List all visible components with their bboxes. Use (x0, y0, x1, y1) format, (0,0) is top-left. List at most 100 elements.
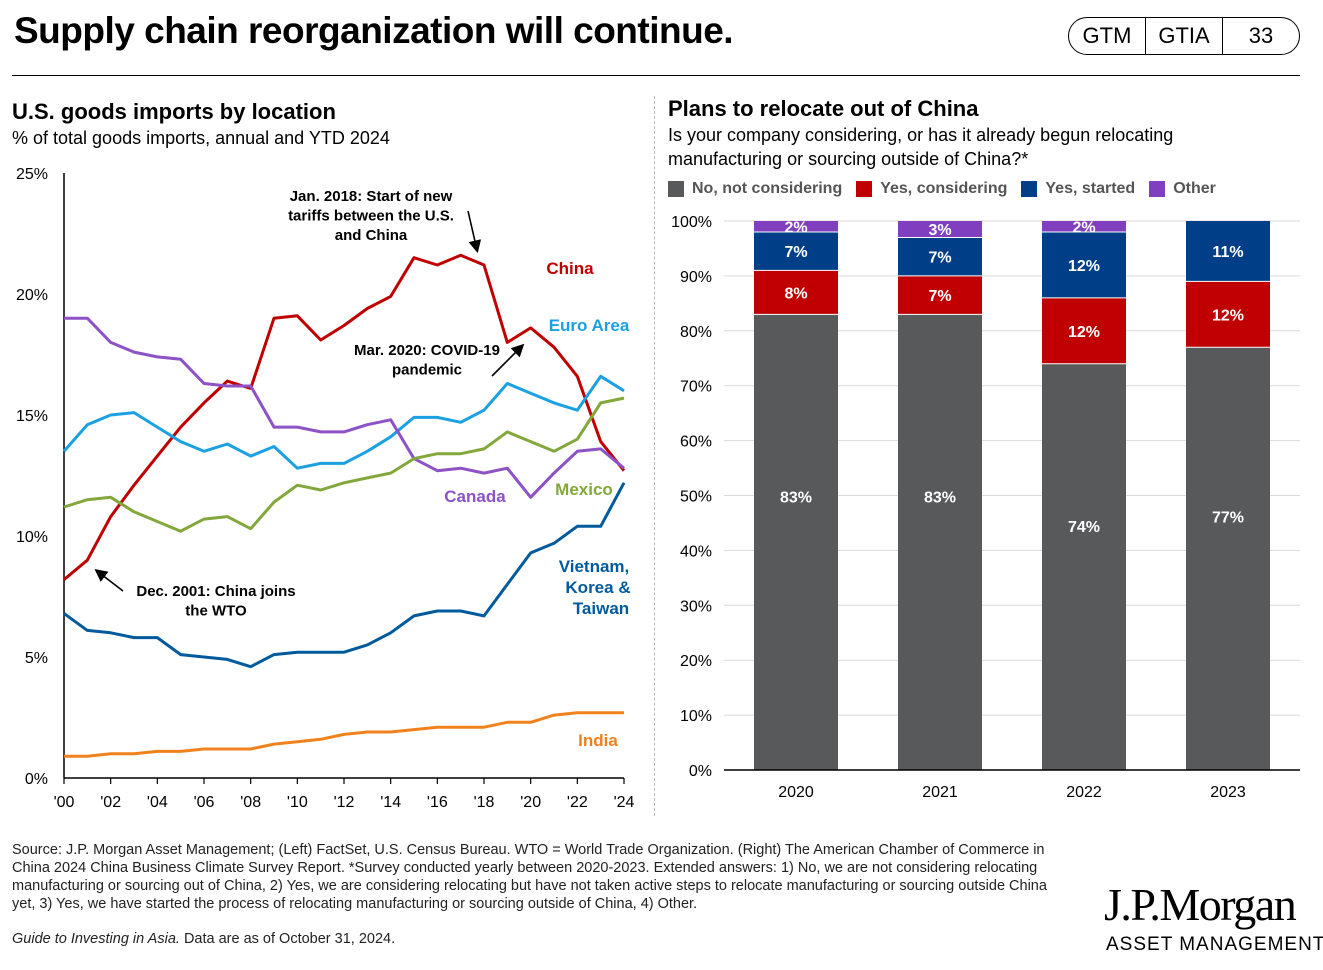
badge-gtm: GTM (1082, 23, 1132, 48)
bar-data-label: 12% (1068, 258, 1100, 275)
y-tick-label: 15% (16, 408, 48, 425)
legend-label-started: Yes, started (1045, 180, 1136, 197)
x-tick-label: 2023 (1210, 784, 1246, 801)
legend-label-considering: Yes, considering (880, 180, 1008, 197)
y-tick-label: 80% (680, 324, 712, 341)
y-tick-label: 100% (671, 214, 712, 231)
bar-data-label: 7% (928, 288, 951, 305)
y-tick-label: 0% (689, 763, 712, 780)
label-vkt-line2: Korea & (565, 578, 630, 597)
bar-chart-legend: No, not considering Yes, considering Yes… (668, 180, 1216, 198)
x-tick-label: 2020 (778, 784, 814, 801)
legend-item-other: Other (1149, 180, 1216, 198)
annotation-arrow-tariffs (467, 210, 482, 254)
bar-data-label: 12% (1212, 307, 1244, 324)
annotation-tariffs-line: tariffs between the U.S. (288, 208, 454, 225)
y-tick-label: 5% (25, 650, 48, 667)
jpmorgan-logo: J.P.Morgan (1104, 879, 1297, 930)
y-tick-label: 10% (16, 529, 48, 546)
bar-segment-2020-yes-considering (754, 270, 838, 315)
left-chart-title: U.S. goods imports by location (12, 99, 336, 124)
series-line-china (63, 253, 626, 581)
bar-data-label: 7% (784, 244, 807, 261)
right-chart-title: Plans to relocate out of China (668, 96, 979, 121)
y-tick-label: 10% (680, 708, 712, 725)
brand-subtitle: ASSET MANAGEMENT (1106, 934, 1323, 955)
y-tick-label: 50% (680, 489, 712, 506)
as-of-footnote: Guide to Investing in Asia. Data are as … (12, 931, 395, 947)
y-tick-label: 60% (680, 434, 712, 451)
y-tick-label: 25% (16, 166, 48, 183)
label-canada: Canada (444, 487, 506, 506)
annotation-covid-line: Mar. 2020: COVID-19 (354, 342, 500, 359)
annotation-covid-line: pandemic (392, 362, 462, 379)
legend-label-not-considering: No, not considering (692, 180, 843, 197)
legend-label-other: Other (1173, 180, 1216, 197)
badge-page-number: 33 (1222, 18, 1299, 54)
bar-segment-2022-yes-started (1042, 231, 1126, 298)
label-vkt-line1: Vietnam, (559, 557, 630, 576)
legend-swatch-considering (856, 181, 873, 197)
y-tick-label: 20% (680, 653, 712, 670)
bar-segment-2021-yes-started (898, 237, 982, 276)
annotation-wto-line: the WTO (185, 603, 247, 620)
bar-data-label: 11% (1212, 244, 1243, 261)
header-rule (12, 75, 1300, 76)
series-line-india (64, 711, 624, 758)
y-tick-label: 70% (680, 379, 712, 396)
bar-segment-2022-yes-considering (1042, 297, 1126, 364)
label-euro-area: Euro Area (549, 316, 630, 335)
bar-data-label: 3% (928, 222, 951, 239)
bar-segment-2020-yes-started (754, 231, 838, 271)
bar-segment-2021-no-not-considering (898, 314, 982, 770)
x-tick-label: '02 (100, 794, 121, 811)
label-india: India (578, 731, 618, 750)
badge-gtia: GTIA (1145, 18, 1222, 54)
bar-segment-2022-other (1042, 221, 1126, 232)
y-tick-label: 20% (16, 287, 48, 304)
label-china: China (546, 259, 594, 278)
left-chart-subtitle: % of total goods imports, annual and YTD… (12, 128, 390, 148)
series-line-euro-area (62, 374, 625, 470)
legend-swatch-other (1149, 181, 1166, 197)
bar-data-label: 12% (1068, 324, 1100, 341)
source-footnote: Source: J.P. Morgan Asset Management; (L… (12, 842, 1047, 912)
bar-data-label: 74% (1068, 519, 1100, 536)
x-tick-label: '14 (380, 794, 401, 811)
x-tick-label: '22 (567, 794, 588, 811)
annotation-tariffs-line: Jan. 2018: Start of new (290, 188, 453, 205)
x-tick-label: '24 (614, 794, 635, 811)
as-of-date: Data are as of October 31, 2024. (179, 931, 396, 947)
bar-segment-2020-no-not-considering (754, 314, 838, 770)
legend-item-considering: Yes, considering (856, 180, 1007, 198)
y-tick-label: 90% (680, 269, 712, 286)
x-tick-label: '04 (147, 794, 168, 811)
x-tick-label: 2022 (1066, 784, 1102, 801)
bar-segment-2023-no-not-considering (1186, 347, 1270, 770)
x-tick-label: '00 (54, 794, 75, 811)
legend-swatch-not-considering (668, 181, 684, 197)
x-tick-label: '18 (474, 794, 495, 811)
bar-data-label: 2% (1072, 219, 1095, 236)
bar-segment-2022-no-not-considering (1042, 363, 1126, 770)
bar-segment-2021-other (898, 221, 982, 238)
right-chart-subtitle-line1: Is your company considering, or has it a… (668, 125, 1174, 145)
x-tick-label: '12 (334, 794, 355, 811)
bar-segment-2023-yes-started (1186, 221, 1270, 282)
imports-line-chart: 0% 5% 10% 15% 20% 25% '00 '02 '04 '06 '08 '10 '12 '14… (16, 166, 635, 811)
bar-segment-2023-yes-considering (1186, 281, 1270, 348)
bar-segment-2021-yes-considering (898, 275, 982, 315)
annotation-tariffs-line: and China (335, 227, 408, 244)
bar-data-label: 83% (780, 490, 812, 507)
panel-divider (654, 96, 655, 816)
bar-data-label: 2% (784, 219, 807, 236)
annotation-arrow-covid (491, 343, 525, 377)
y-tick-label: 0% (25, 771, 48, 788)
y-tick-label: 40% (680, 543, 712, 560)
x-tick-label: '06 (194, 794, 215, 811)
bar-data-label: 8% (784, 285, 807, 302)
legend-item-not-considering: No, not considering (668, 180, 842, 198)
x-tick-label: '16 (427, 794, 448, 811)
annotation-wto-line: Dec. 2001: China joins (136, 583, 295, 600)
label-mexico: Mexico (555, 480, 613, 499)
